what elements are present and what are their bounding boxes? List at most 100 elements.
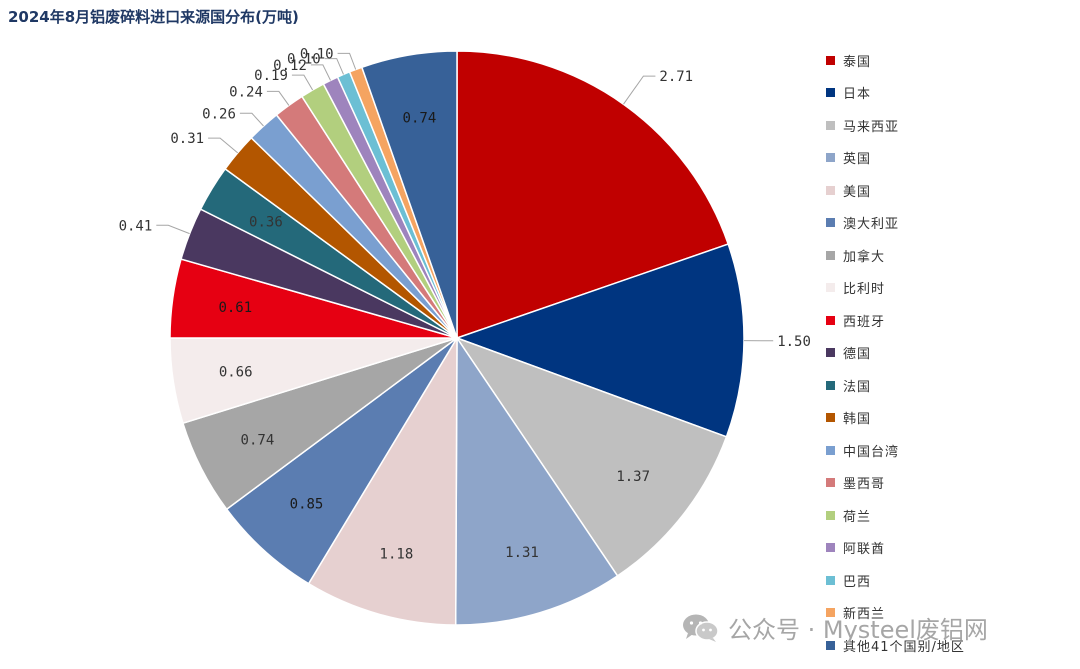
leader-line [266,90,290,106]
legend-item: 德国 [826,337,965,370]
leader-line [156,224,190,235]
data-label: 2.71 [659,69,693,85]
legend-item: 英国 [826,142,965,175]
pie-slice [455,336,728,577]
wechat-icon [683,614,719,642]
legend: 泰国日本马来西亚英国美国澳大利亚加拿大比利时西班牙德国法国韩国中国台湾墨西哥荷兰… [826,44,965,662]
data-label: 0.66 [219,365,253,381]
data-label: 0.31 [170,131,204,147]
legend-swatch [826,250,835,260]
legend-item: 澳大利亚 [826,207,965,240]
legend-label: 加拿大 [843,249,886,265]
legend-item: 马来西亚 [826,109,965,142]
legend-item: 韩国 [826,402,965,435]
legend-label: 阿联酋 [843,542,886,558]
legend-swatch [826,543,835,553]
data-label: 0.24 [229,84,263,100]
leader-line [208,137,239,154]
legend-item: 中国台湾 [826,434,965,467]
pie-slices [169,50,745,626]
legend-item: 美国 [826,174,965,207]
legend-label: 荷兰 [843,509,872,525]
data-label: 0.74 [241,432,275,448]
data-label: 0.12 [273,58,307,74]
legend-swatch [826,88,835,98]
pie-slice [454,335,619,626]
leader-lines [156,52,774,342]
data-label: 0.19 [254,68,288,84]
data-label: 0.41 [119,218,153,234]
data-label: 0.61 [218,300,252,316]
pie-slice [456,50,730,340]
legend-label: 泰国 [843,54,872,70]
legend-item: 西班牙 [826,304,965,337]
legend-label: 墨西哥 [843,477,886,493]
legend-item: 阿联酋 [826,532,965,565]
legend-swatch [826,153,835,163]
legend-label: 德国 [843,347,872,363]
pie-slice [360,50,458,339]
legend-item: 墨西哥 [826,467,965,500]
data-label: 0.26 [202,106,236,122]
legend-item: 荷兰 [826,499,965,532]
legend-label: 马来西亚 [843,119,900,135]
data-labels: 2.71 1.50 1.37 1.31 1.18 0.85 0.74 0.66 0.61 0.41… [119,46,811,562]
pie-slice [307,335,458,626]
leader-line [239,112,264,127]
data-label: 0.74 [403,110,437,126]
watermark-text: 公众号 · Mysteel废铝网 [728,616,988,644]
legend-item: 比利时 [826,272,965,305]
legend-item: 法国 [826,369,965,402]
data-label: 0.10 [287,52,321,68]
data-label: 0.10 [300,46,334,62]
legend-label: 美国 [843,184,872,200]
legend-swatch [826,348,835,358]
data-label: 0.36 [249,214,283,230]
data-label: 1.31 [505,545,539,561]
legend-swatch [826,413,835,423]
legend-label: 西班牙 [843,314,886,330]
legend-swatch [826,445,835,455]
legend-label: 比利时 [843,282,886,298]
chart-title: 2024年8月铝废碎料进口来源国分布(万吨) [8,8,299,26]
legend-label: 日本 [843,87,872,103]
legend-swatch [826,315,835,325]
legend-item: 其他41个国别/地区 [826,629,965,662]
legend-item: 泰国 [826,44,965,77]
pie-slice [454,243,745,438]
legend-swatch [826,185,835,195]
leader-line [310,64,331,81]
data-label: 1.50 [777,334,811,350]
legend-item: 巴西 [826,564,965,597]
legend-label: 其他41个国别/地区 [843,639,965,655]
pie-chart: 2.71 1.50 1.37 1.31 1.18 0.85 0.74 0.66 0.61 0.41… [119,46,811,626]
data-label: 1.37 [616,469,650,485]
legend-swatch [826,478,835,488]
legend-swatch [826,283,835,293]
legend-swatch [826,575,835,585]
legend-label: 中国台湾 [843,444,900,460]
legend-swatch [826,608,835,618]
legend-swatch [826,640,835,650]
leader-line [324,58,344,75]
leader-line [291,74,314,91]
legend-label: 英国 [843,152,872,168]
data-label: 1.18 [380,547,414,563]
legend-label: 新西兰 [843,607,886,623]
legend-item: 新西兰 [826,597,965,630]
legend-label: 韩国 [843,412,872,428]
leader-line [623,75,656,105]
legend-swatch [826,55,835,65]
leader-line [337,52,357,70]
legend-swatch [826,510,835,520]
legend-label: 澳大利亚 [843,217,900,233]
legend-swatch [826,218,835,228]
legend-item: 日本 [826,77,965,110]
legend-label: 法国 [843,379,872,395]
watermark: 公众号 · Mysteel废铝网 [682,610,988,645]
legend-swatch [826,120,835,130]
legend-swatch [826,380,835,390]
data-label: 0.85 [290,497,324,513]
legend-label: 巴西 [843,574,872,590]
legend-item: 加拿大 [826,239,965,272]
